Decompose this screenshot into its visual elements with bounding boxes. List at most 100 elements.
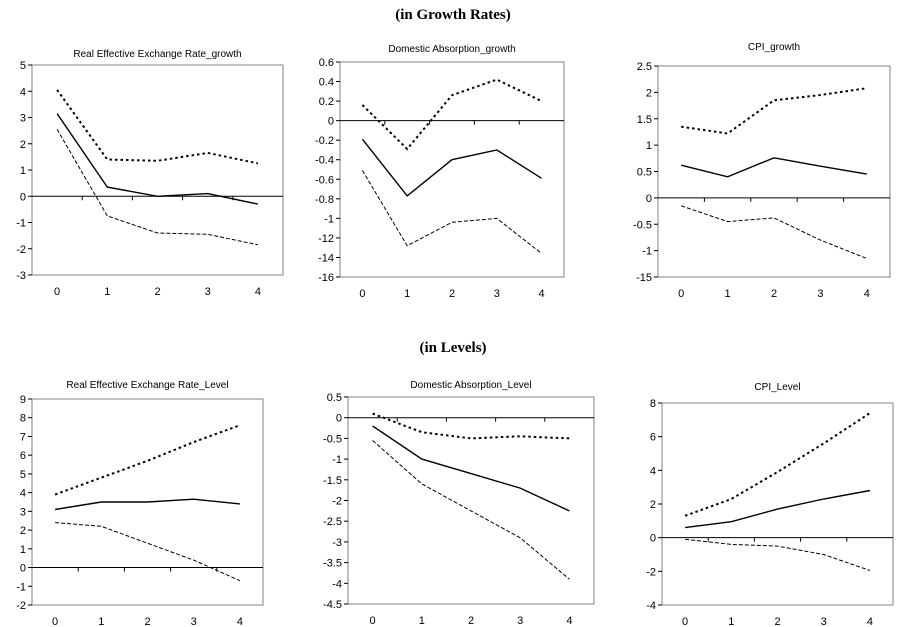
y-tick-label: -1 <box>332 454 342 466</box>
x-tick-label: 1 <box>728 616 734 627</box>
y-tick-label: -15 <box>636 272 652 284</box>
y-tick-label: 8 <box>650 398 656 410</box>
y-tick-label: 2 <box>646 87 652 99</box>
plot-frame <box>31 64 284 276</box>
x-tick-label: 3 <box>494 288 500 300</box>
series-line-dashed <box>361 170 542 254</box>
y-tick-label: 2.5 <box>637 61 652 73</box>
x-tick-label: 2 <box>449 288 455 300</box>
y-tick-label: -3 <box>16 270 26 282</box>
y-tick-label: -3.5 <box>323 558 342 570</box>
y-tick-label: 0 <box>328 116 334 128</box>
series-line-solid <box>361 138 542 197</box>
chart-title: Real Effective Exchange Rate_growth <box>73 49 241 60</box>
x-tick-label: 1 <box>104 286 110 298</box>
y-tick-label: -4 <box>332 578 342 590</box>
x-tick-label: 0 <box>54 286 60 298</box>
plot-frame <box>31 398 264 606</box>
y-tick-label: 1 <box>20 544 26 556</box>
x-tick-label: 3 <box>205 286 211 298</box>
y-tick-label: 5 <box>20 469 26 481</box>
series-line-dotted <box>54 424 241 496</box>
chart-domestic-absorption-growth: Domestic Absorption_growth 0.6 0.4 0.2 0 -0.2… <box>315 44 565 300</box>
series-line-dotted <box>56 89 259 165</box>
x-tick-label: 2 <box>771 288 777 300</box>
y-tick-label: 9 <box>20 394 26 406</box>
y-tick-label: 2 <box>650 499 656 511</box>
y-tick-label: -4.5 <box>323 599 342 611</box>
y-tick-label: -4 <box>646 600 656 612</box>
y-tick-label: 0.4 <box>319 77 334 89</box>
y-tick-label: 5 <box>20 60 26 72</box>
x-tick-label: 1 <box>725 288 731 300</box>
series-line-dashed <box>55 522 241 582</box>
x-tick-label: 0 <box>52 616 58 627</box>
y-tick-label: -0.2 <box>315 135 334 147</box>
x-tick-label: 3 <box>517 615 523 627</box>
x-tick-label: 4 <box>539 288 545 300</box>
y-tick-label: -1 <box>324 213 334 225</box>
y-tick-label: -0.6 <box>315 174 334 186</box>
x-tick-label: 3 <box>191 616 197 627</box>
x-tick-label: 0 <box>359 288 365 300</box>
x-tick-label: 0 <box>682 616 688 627</box>
plot-frame <box>339 61 565 278</box>
chart-title: Domestic Absorption_growth <box>388 44 515 55</box>
x-tick-label: 2 <box>468 615 474 627</box>
y-tick-label: 3 <box>20 113 26 125</box>
series-line-dashed <box>372 440 570 580</box>
y-tick-label: -14 <box>318 252 334 264</box>
series-line-solid <box>681 157 867 178</box>
x-tick-label: 2 <box>144 616 150 627</box>
x-tick-label: 3 <box>821 616 827 627</box>
y-tick-label: -3 <box>332 537 342 549</box>
y-tick-label: 4 <box>20 86 26 98</box>
y-tick-label: 1 <box>20 165 26 177</box>
y-tick-label: -2 <box>332 496 342 508</box>
series-line-dotted <box>372 412 570 440</box>
y-tick-label: 6 <box>650 432 656 444</box>
y-tick-label: -0.5 <box>633 219 652 231</box>
series-line-dashed <box>681 205 867 259</box>
y-tick-label: -12 <box>318 233 334 245</box>
x-tick-label: 0 <box>678 288 684 300</box>
y-tick-label: 2 <box>20 139 26 151</box>
chart-cpi-level: CPI_Level 8 6 4 2 0 -2 -4 0 1 2 3 4 <box>646 382 894 627</box>
x-tick-label: 4 <box>237 616 243 627</box>
y-tick-label: 0.2 <box>319 96 334 108</box>
y-tick-label: -2 <box>646 566 656 578</box>
plot-frame <box>347 396 595 605</box>
series-line-dashed <box>56 129 259 246</box>
chart-title: Real Effective Exchange Rate_Level <box>66 380 228 391</box>
plot-frame <box>661 402 894 606</box>
y-tick-label: 6 <box>20 450 26 462</box>
y-tick-label: 0.5 <box>327 392 342 404</box>
y-tick-label: -1 <box>16 581 26 593</box>
chart-reer-level: Real Effective Exchange Rate_Level 9 8 7 6 5 4… <box>16 380 264 627</box>
y-tick-label: -0.4 <box>315 155 334 167</box>
y-tick-label: -1.5 <box>323 475 342 487</box>
series-line-dashed <box>685 538 871 571</box>
series-line-solid <box>56 113 259 205</box>
y-tick-label: -1 <box>16 218 26 230</box>
y-tick-label: -0.5 <box>323 433 342 445</box>
chart-title: Domestic Absorption_Level <box>410 380 531 391</box>
y-tick-label: -1 <box>642 246 652 258</box>
y-tick-label: 0 <box>20 191 26 203</box>
chart-cpi-growth: CPI_growth 2.5 2 1.5 1 0.5 0 -0.5 -1 -15 0 1 2 3 4 <box>633 42 891 300</box>
y-tick-label: -2.5 <box>323 516 342 528</box>
y-tick-label: 0 <box>20 563 26 575</box>
x-tick-label: 1 <box>98 616 104 627</box>
x-tick-label: 4 <box>864 288 870 300</box>
series-line-solid <box>685 489 871 529</box>
y-tick-label: -16 <box>318 272 334 284</box>
x-tick-label: 4 <box>566 615 572 627</box>
y-tick-label: -0.8 <box>315 194 334 206</box>
chart-reer-growth: Real Effective Exchange Rate_growth 5 4 3 2 1… <box>16 49 284 298</box>
y-tick-label: 4 <box>650 465 656 477</box>
y-tick-label: -2 <box>16 244 26 256</box>
x-tick-label: 4 <box>867 616 873 627</box>
x-tick-label: 1 <box>419 615 425 627</box>
x-tick-label: 3 <box>817 288 823 300</box>
section-title-growth: (in Growth Rates) <box>395 7 511 23</box>
